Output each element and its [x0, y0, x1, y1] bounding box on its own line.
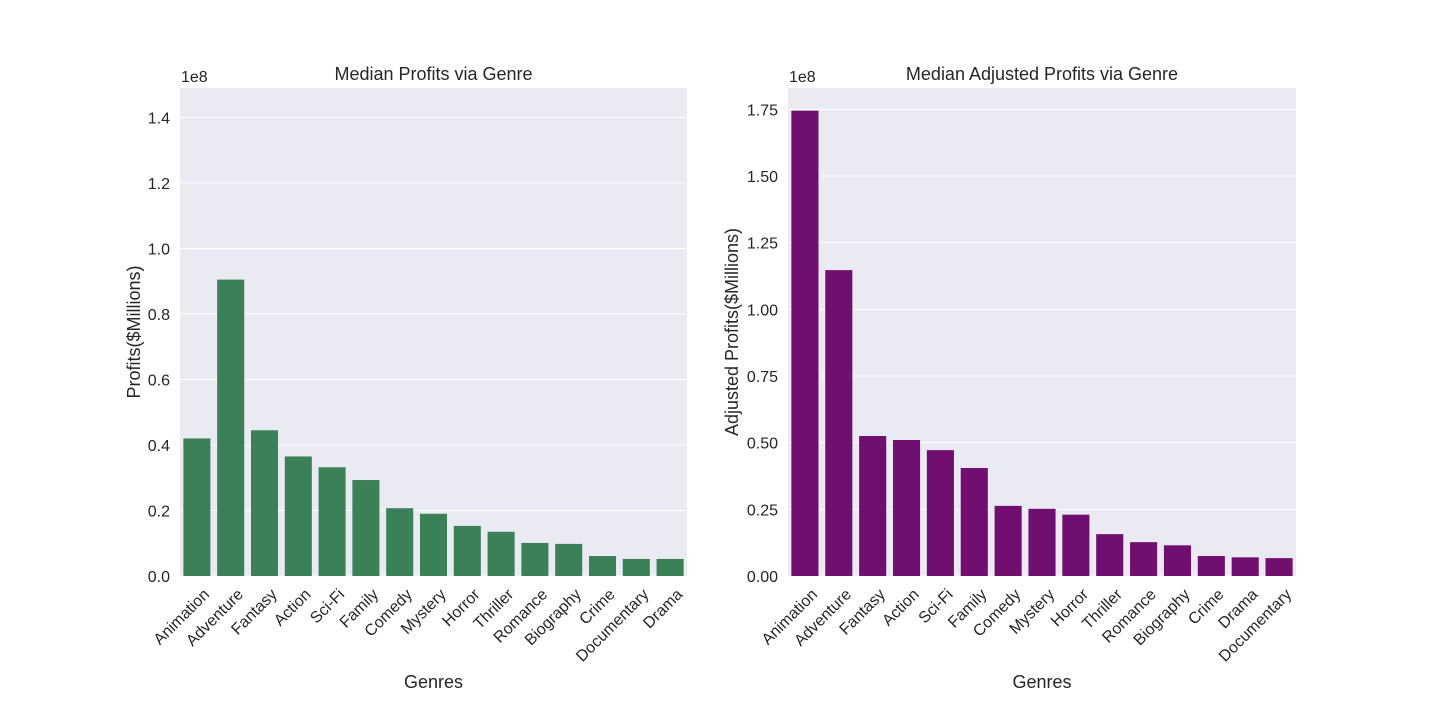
bar-mystery	[419, 513, 448, 576]
y-tick-label: 1.0	[148, 241, 170, 258]
bar-action	[892, 440, 921, 576]
bar-romance	[521, 542, 549, 576]
y-axis-label: Adjusted Profits($Millions)	[722, 228, 742, 436]
adjusted-profits-chart: 0.000.250.500.751.001.251.501.75 Animati…	[722, 64, 1296, 692]
bar-animation	[183, 438, 211, 576]
y-tick-label: 1.00	[747, 302, 778, 319]
y-tick-label: 0.00	[747, 569, 778, 586]
bar-biography	[555, 543, 583, 576]
bar-crime	[588, 556, 617, 576]
bar-action	[284, 456, 312, 576]
bar-documentary	[1265, 558, 1293, 576]
y-tick-label: 0.8	[148, 307, 170, 324]
x-axis-label: Genres	[404, 672, 463, 692]
grid-lines	[180, 116, 687, 577]
bar-fantasy	[859, 436, 887, 576]
bar-documentary	[622, 558, 650, 576]
bar-animation	[791, 110, 819, 577]
y-scale-label: 1e8	[181, 69, 208, 86]
y-tick-label: 1.4	[148, 110, 170, 127]
bar-biography	[1163, 545, 1192, 576]
bar-adventure	[825, 270, 853, 576]
y-tick-label: 0.6	[148, 372, 170, 389]
y-tick-label: 0.0	[148, 569, 170, 586]
y-tick-labels: 0.0 0.2 0.4 0.6 0.8 1.0 1.2 1.4	[148, 110, 170, 586]
bar-comedy	[386, 508, 414, 576]
bar-sci-fi	[926, 450, 954, 576]
bar-horror	[453, 525, 481, 576]
bars	[791, 110, 1293, 577]
y-tick-label: 1.25	[747, 236, 778, 253]
chart-title: Median Adjusted Profits via Genre	[906, 64, 1178, 84]
bars	[183, 279, 684, 576]
bar-crime	[1197, 556, 1225, 576]
bar-adventure	[217, 279, 245, 576]
bar-fantasy	[250, 430, 279, 576]
bar-mystery	[1028, 508, 1056, 576]
bar-drama	[656, 558, 684, 576]
bar-drama	[1231, 557, 1259, 576]
y-tick-label: 0.75	[747, 369, 778, 386]
bar-family	[352, 480, 380, 576]
bar-thriller	[1096, 534, 1124, 576]
y-tick-label: 0.4	[148, 438, 170, 455]
y-tick-label: 0.2	[148, 503, 170, 520]
bar-horror	[1062, 514, 1090, 576]
y-tick-label: 0.25	[747, 502, 778, 519]
y-tick-label: 1.50	[747, 169, 778, 186]
bar-sci-fi	[318, 467, 346, 576]
bar-family	[960, 468, 988, 576]
chart-title: Median Profits via Genre	[334, 64, 532, 84]
y-tick-label: 0.50	[747, 436, 778, 453]
y-axis-label: Profits($Millions)	[124, 265, 144, 398]
y-tick-labels: 0.00 0.25 0.50 0.75 1.00 1.25 1.50 1.75	[747, 102, 778, 586]
bar-thriller	[487, 531, 515, 576]
bar-romance	[1130, 542, 1158, 576]
y-tick-label: 1.75	[747, 102, 778, 119]
profits-chart: 0.00.20.40.60.81.01.21.4 AnimationAdvent…	[124, 64, 687, 692]
y-tick-label: 1.2	[148, 176, 170, 193]
y-scale-label: 1e8	[789, 69, 816, 86]
bar-comedy	[994, 505, 1022, 576]
x-axis-label: Genres	[1012, 672, 1071, 692]
